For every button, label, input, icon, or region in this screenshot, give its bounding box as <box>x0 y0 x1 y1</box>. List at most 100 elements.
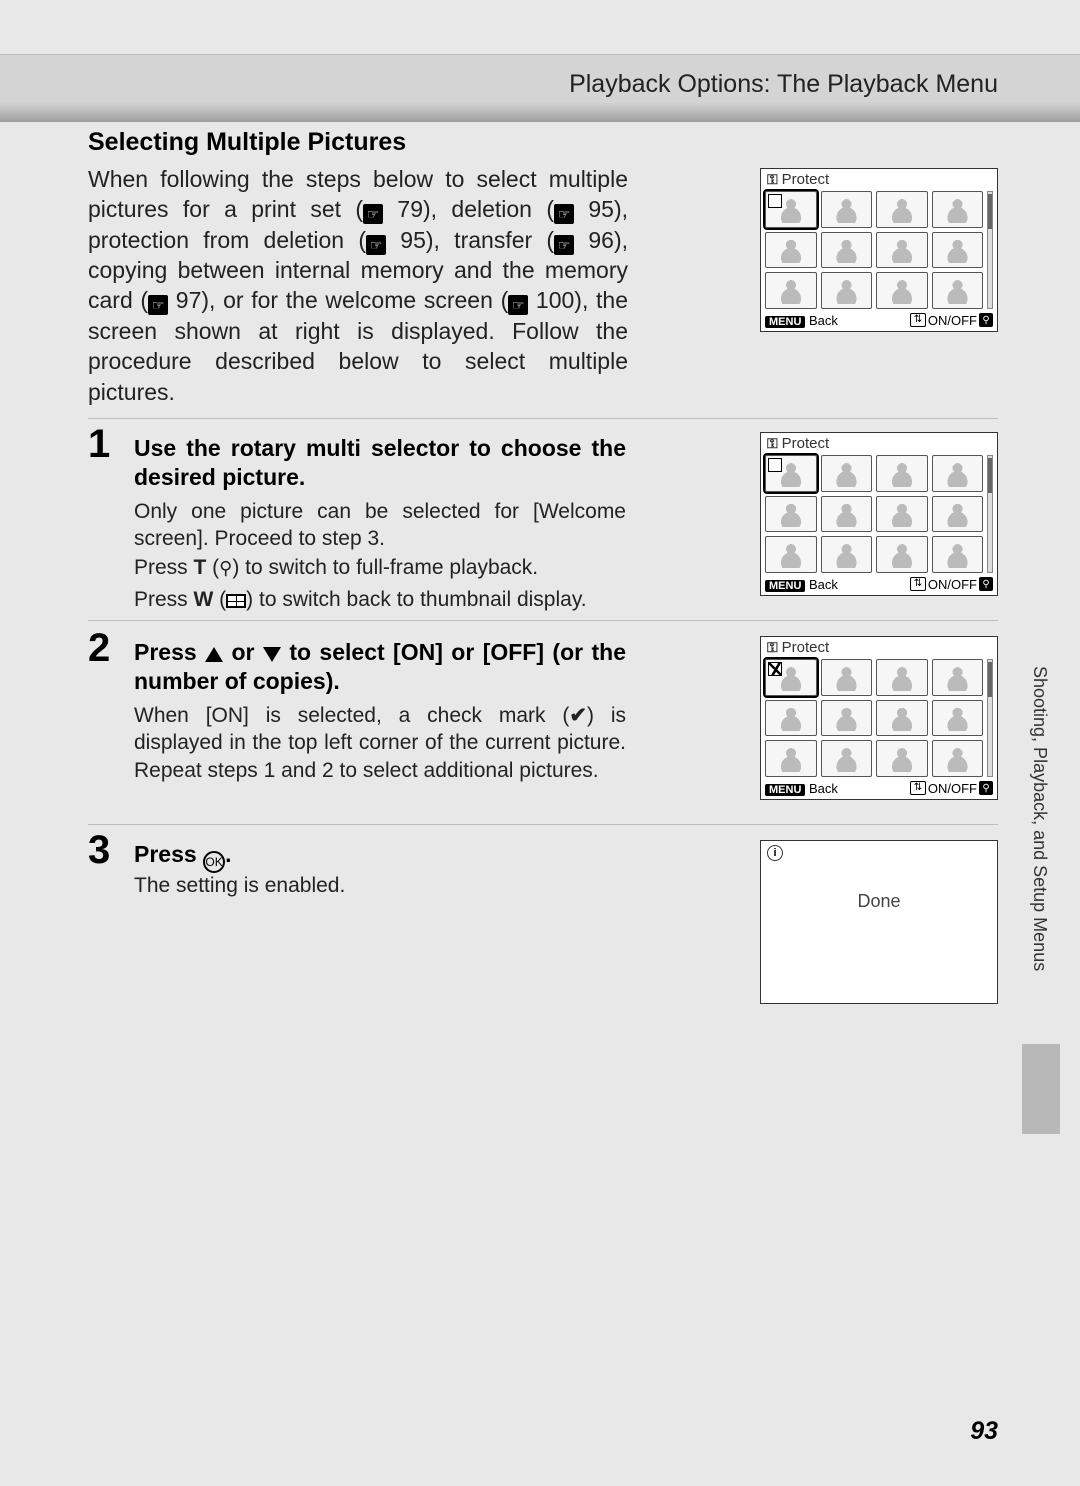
thumbnail <box>765 232 817 269</box>
lcd-footer: MENU Back ⇅ON/OFF⚲ <box>761 573 997 595</box>
thumbnail <box>876 496 928 533</box>
lcd-title-text: Protect <box>782 435 830 452</box>
step-1-body: Press T (⚲) to switch to full-frame play… <box>134 554 626 581</box>
intro-paragraph: When following the steps below to select… <box>88 164 628 407</box>
lcd-protect-grid: ⚿Protect MENU Back ⇅ON/OFF⚲ <box>760 168 998 332</box>
thumbnail <box>765 700 817 737</box>
w-button-label: W <box>194 588 214 611</box>
ref-icon: ☞ <box>363 204 383 224</box>
thumbnail <box>932 455 984 492</box>
done-area: Done <box>765 863 993 999</box>
up-triangle-icon <box>205 647 223 662</box>
text: or <box>223 639 263 665</box>
thumbnail-grid <box>765 191 983 309</box>
thumbnail <box>876 272 928 309</box>
key-icon: ⚿ <box>767 639 778 655</box>
lcd-title: ⚿Protect <box>761 637 997 659</box>
lcd-protect-grid-selected: ⚿Protect MENU Back ⇅ON/OFF⚲ <box>760 432 998 596</box>
onoff-label: ON/OFF <box>928 577 977 592</box>
intro-text: ), deletion ( <box>423 196 554 222</box>
onoff-label: ON/OFF <box>928 781 977 796</box>
onoff-control: ⇅ON/OFF⚲ <box>910 313 993 328</box>
mag-icon: ⚲ <box>979 313 993 327</box>
step-number: 3 <box>88 828 110 873</box>
thumbnail-grid <box>765 455 983 573</box>
updown-icon: ⇅ <box>910 313 926 327</box>
thumbnail <box>932 700 984 737</box>
step-number: 1 <box>88 422 110 467</box>
lcd-protect-grid-checked: ⚿Protect MENU Back ⇅ON/OFF⚲ <box>760 636 998 800</box>
text: ( <box>213 588 226 611</box>
mag-icon: ⚲ <box>979 781 993 795</box>
down-triangle-icon <box>263 647 281 662</box>
section-title: Selecting Multiple Pictures <box>88 128 406 157</box>
updown-icon: ⇅ <box>910 781 926 795</box>
lcd-title: ⚿Protect <box>761 169 997 191</box>
intro-text: ), transfer ( <box>426 227 554 253</box>
side-tab <box>1022 1044 1060 1134</box>
ref-page: 100 <box>536 287 574 313</box>
menu-pill: MENU <box>765 580 805 592</box>
thumbnail <box>876 536 928 573</box>
thumbnail <box>876 740 928 777</box>
text: Press <box>134 556 194 579</box>
thumbnail <box>821 455 873 492</box>
text: ) to switch back to thumbnail display. <box>246 588 586 611</box>
ok-button-icon: OK <box>203 851 225 873</box>
ref-icon: ☞ <box>148 295 168 315</box>
ref-page: 95 <box>588 196 614 222</box>
done-text: Done <box>857 891 900 912</box>
thumbnail <box>932 232 984 269</box>
thumbnail <box>932 191 984 228</box>
menu-back: MENU Back <box>765 577 838 592</box>
thumbnail <box>765 496 817 533</box>
thumbnail <box>932 496 984 533</box>
menu-back: MENU Back <box>765 781 838 796</box>
thumbnail <box>876 232 928 269</box>
onoff-control: ⇅ON/OFF⚲ <box>910 781 993 796</box>
step-1-body: Press W () to switch back to thumbnail d… <box>134 586 626 613</box>
lcd-footer: MENU Back ⇅ON/OFF⚲ <box>761 777 997 799</box>
step-1-heading: Use the rotary multi selector to choose … <box>134 434 626 493</box>
info-icon: i <box>767 845 783 861</box>
thumbnail <box>932 272 984 309</box>
menu-back: MENU Back <box>765 313 838 328</box>
thumbnail <box>821 536 873 573</box>
key-icon: ⚿ <box>767 171 778 187</box>
thumbnail <box>765 659 817 696</box>
ref-icon: ☞ <box>366 235 386 255</box>
step-1-body: Only one picture can be selected for [We… <box>134 498 626 553</box>
text: ) to switch to full-frame playback. <box>232 556 538 579</box>
scrollbar <box>987 455 993 573</box>
thumbnail <box>765 191 817 228</box>
page: Playback Options: The Playback Menu Sele… <box>0 0 1080 1486</box>
side-chapter-label: Shooting, Playback, and Setup Menus <box>1026 666 1050 1086</box>
menu-pill: MENU <box>765 784 805 796</box>
ref-page: 95 <box>400 227 426 253</box>
thumbnail <box>932 659 984 696</box>
step-3-heading: Press OK. <box>134 840 626 873</box>
thumbnail <box>932 536 984 573</box>
thumbnail <box>821 496 873 533</box>
thumbnail <box>821 272 873 309</box>
step-2-heading: Press or to select [ON] or [OFF] (or the… <box>134 638 626 697</box>
lcd-done: i Done <box>760 840 998 1004</box>
thumbnail <box>876 659 928 696</box>
thumbnail <box>932 740 984 777</box>
step-number: 2 <box>88 626 110 671</box>
divider <box>88 418 998 419</box>
lcd-title: ⚿Protect <box>761 433 997 455</box>
text: When [ON] is selected, a check mark ( <box>134 704 569 727</box>
thumbnail <box>876 700 928 737</box>
checkmark-icon: ✔ <box>569 702 587 729</box>
thumbnail <box>821 700 873 737</box>
thumbnail <box>821 191 873 228</box>
lcd-footer: MENU Back ⇅ON/OFF⚲ <box>761 309 997 331</box>
thumbnail <box>821 659 873 696</box>
magnify-icon: ⚲ <box>219 557 232 580</box>
header-title: Playback Options: The Playback Menu <box>0 70 998 99</box>
text: Press <box>134 841 203 867</box>
ref-icon: ☞ <box>508 295 528 315</box>
mag-icon: ⚲ <box>979 577 993 591</box>
intro-text: ), or for the welcome screen ( <box>201 287 508 313</box>
